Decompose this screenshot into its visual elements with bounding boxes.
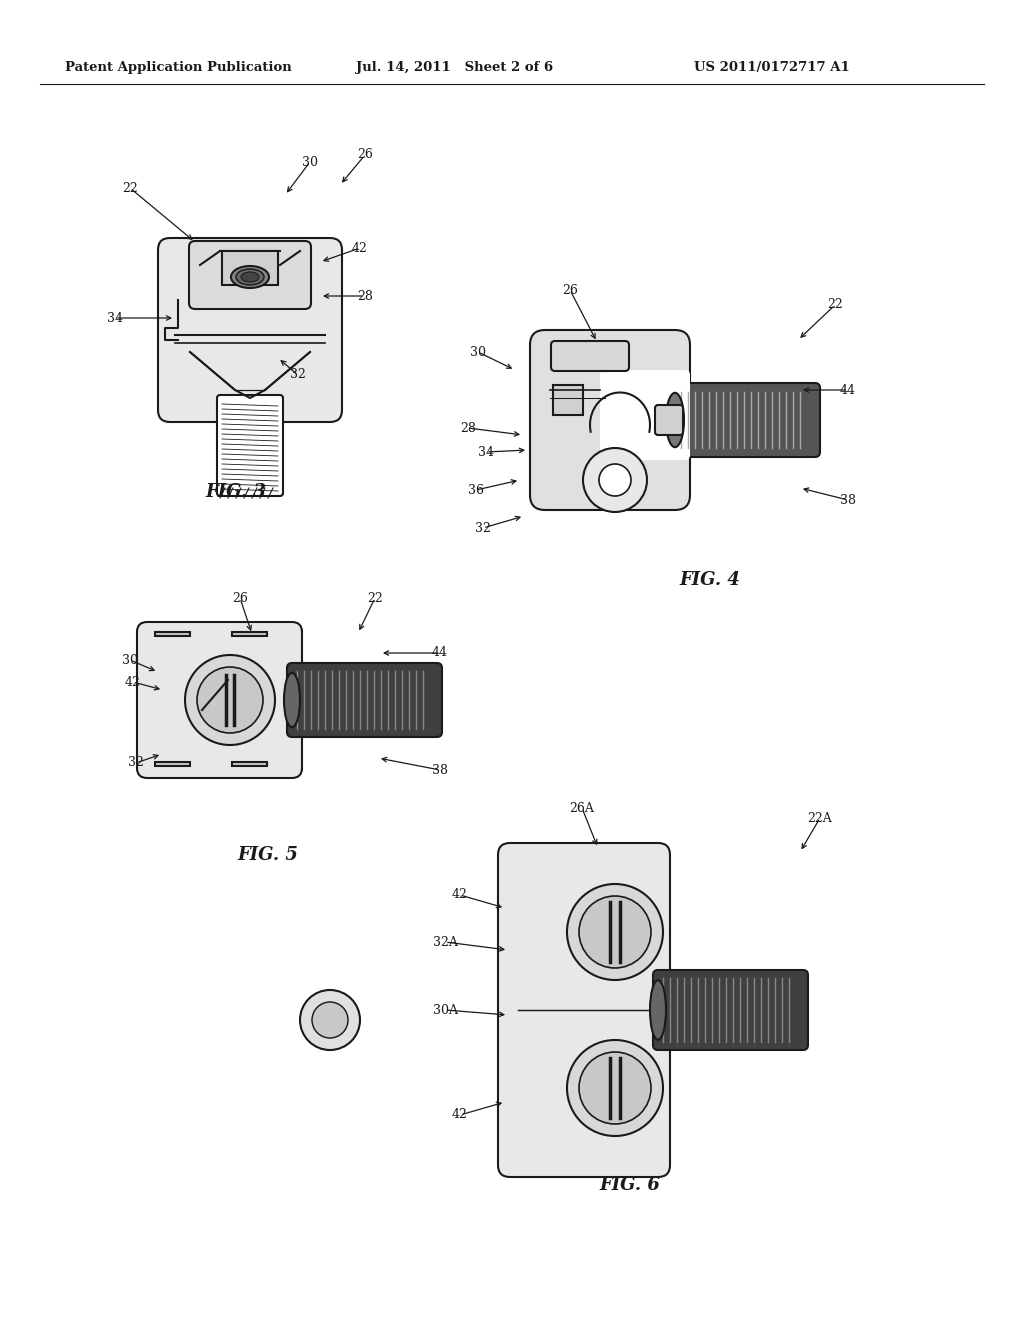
Circle shape [197,667,263,733]
Text: FIG. 5: FIG. 5 [238,846,298,865]
Text: 22A: 22A [808,812,833,825]
Text: 42: 42 [125,676,141,689]
Text: Jul. 14, 2011   Sheet 2 of 6: Jul. 14, 2011 Sheet 2 of 6 [356,62,554,74]
FancyBboxPatch shape [189,242,311,309]
Text: 26: 26 [357,149,373,161]
FancyBboxPatch shape [553,385,583,414]
Text: FIG. 6: FIG. 6 [600,1176,660,1195]
Text: 30: 30 [122,653,138,667]
Text: 32A: 32A [432,936,458,949]
Text: 38: 38 [840,494,856,507]
Text: 22: 22 [122,181,138,194]
Ellipse shape [236,269,264,285]
Text: 32: 32 [475,521,490,535]
FancyBboxPatch shape [222,251,278,285]
Text: 26A: 26A [569,801,595,814]
Circle shape [300,990,360,1049]
Ellipse shape [284,673,300,727]
Circle shape [185,655,275,744]
Text: 42: 42 [452,1109,468,1122]
Text: 32: 32 [128,756,144,770]
Circle shape [583,447,647,512]
Text: 32: 32 [290,368,306,381]
Text: FIG. 4: FIG. 4 [680,572,740,589]
Text: 22: 22 [368,591,383,605]
FancyBboxPatch shape [600,370,690,459]
Text: 42: 42 [452,888,468,902]
Text: 30: 30 [470,346,486,359]
FancyBboxPatch shape [232,762,267,766]
Text: 26: 26 [232,591,248,605]
Text: 28: 28 [357,289,373,302]
Text: 28: 28 [460,421,476,434]
FancyBboxPatch shape [137,622,302,777]
Ellipse shape [231,267,269,288]
Text: 44: 44 [432,647,449,660]
Ellipse shape [241,272,259,282]
Text: 42: 42 [352,242,368,255]
Text: 26: 26 [562,284,578,297]
FancyBboxPatch shape [158,238,342,422]
Text: 22: 22 [827,298,843,312]
FancyBboxPatch shape [155,632,190,636]
Text: 36: 36 [468,483,484,496]
FancyBboxPatch shape [498,843,670,1177]
Text: 30: 30 [302,156,318,169]
Text: 38: 38 [432,763,449,776]
Circle shape [567,1040,663,1137]
FancyBboxPatch shape [232,632,267,636]
Text: 34: 34 [106,312,123,325]
FancyBboxPatch shape [217,395,283,496]
Text: 44: 44 [840,384,856,396]
Circle shape [579,1052,651,1125]
Circle shape [312,1002,348,1038]
FancyBboxPatch shape [653,970,808,1049]
Circle shape [567,884,663,979]
FancyBboxPatch shape [670,383,820,457]
Circle shape [579,896,651,968]
Text: FIG. 3: FIG. 3 [206,483,266,502]
FancyBboxPatch shape [655,405,683,436]
Circle shape [599,465,631,496]
Text: 34: 34 [478,446,494,458]
Text: US 2011/0172717 A1: US 2011/0172717 A1 [694,62,850,74]
Text: Patent Application Publication: Patent Application Publication [65,62,292,74]
Ellipse shape [650,981,666,1040]
Ellipse shape [666,393,684,447]
FancyBboxPatch shape [287,663,442,737]
FancyBboxPatch shape [530,330,690,510]
Text: 30A: 30A [432,1003,458,1016]
FancyBboxPatch shape [551,341,629,371]
FancyBboxPatch shape [155,762,190,766]
